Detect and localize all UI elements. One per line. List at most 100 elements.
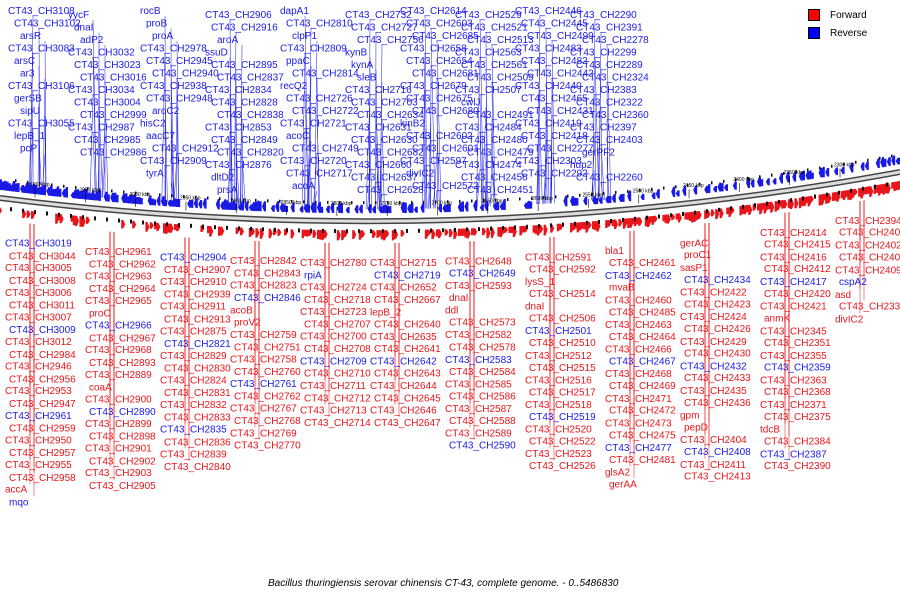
- reverse-gene-label: CT43_CH2637: [351, 173, 418, 184]
- forward-gene-label: CT43_CH2463: [605, 320, 672, 331]
- reverse-feature: [820, 166, 825, 178]
- reverse-feature: [303, 204, 308, 213]
- reverse-feature: [779, 173, 783, 184]
- feature-mark: [579, 193, 581, 197]
- reverse-feature: [215, 199, 220, 210]
- reverse-feature: [886, 157, 891, 167]
- forward-feature: [431, 229, 436, 240]
- reverse-feature: [834, 167, 838, 176]
- reverse-gene-label: proB: [146, 19, 167, 30]
- forward-feature: [611, 219, 616, 227]
- forward-gene-label: CT43_CH2514: [529, 289, 596, 300]
- forward-gene-label: CT43_CH2824: [160, 376, 227, 387]
- forward-feature: [719, 208, 724, 219]
- forward-gene-label: CT43_CH2724: [300, 283, 367, 294]
- forward-feature: [343, 230, 348, 238]
- forward-gene-label: CT43_CH2477: [605, 443, 672, 454]
- feature-mark: [555, 195, 557, 199]
- feature-mark: [843, 162, 845, 166]
- forward-gene-label: CT43_CH2961: [85, 247, 152, 258]
- reverse-feature: [330, 202, 335, 214]
- reverse-feature: [682, 185, 687, 196]
- reverse-connector: [430, 28, 436, 209]
- forward-gene-label: CT43_CH2707: [304, 319, 371, 330]
- forward-gene-label: CT43_CH2589: [445, 429, 512, 440]
- forward-feature: [400, 229, 405, 237]
- forward-gene-label: CT43_CH2384: [764, 436, 831, 447]
- reverse-feature: [336, 203, 341, 214]
- reverse-feature: [400, 202, 405, 213]
- forward-gene-label: anmK: [764, 313, 790, 324]
- forward-feature: [277, 228, 282, 236]
- reverse-connector: [606, 119, 609, 200]
- reverse-gene-label: CT43_CH2679: [400, 81, 467, 92]
- forward-feature: [376, 230, 381, 238]
- forward-gene-label: CT43_CH2591: [525, 252, 592, 263]
- reverse-feature: [284, 205, 288, 213]
- reverse-feature: [306, 204, 310, 213]
- forward-gene-label: CT43_CH2345: [760, 326, 827, 337]
- reverse-gene-label: CT43_CH2446: [515, 6, 582, 17]
- forward-feature: [805, 196, 810, 203]
- forward-feature: [592, 221, 596, 230]
- forward-gene-label: CT43_CH2516: [525, 375, 592, 386]
- forward-gene-label: CT43_CH2405: [839, 252, 900, 263]
- forward-gene-label: CT43_CH2481: [609, 455, 676, 466]
- reverse-gene-label: CT43_CH2278: [582, 35, 649, 46]
- reverse-gene-label: CT43_CH2521: [461, 23, 528, 34]
- feature-mark: [346, 229, 348, 234]
- reverse-connector: [161, 53, 166, 203]
- forward-gene-label: CT43_CH2645: [374, 393, 441, 404]
- reverse-connector: [170, 178, 175, 203]
- reverse-gene-label: CT43_CH3004: [74, 98, 141, 109]
- feature-mark: [274, 227, 276, 232]
- reverse-gene-label: CT43_CH2634: [357, 110, 424, 121]
- backbone-inner: [0, 170, 900, 223]
- reverse-gene-label: CT43_CH2572: [412, 181, 479, 192]
- reverse-feature: [420, 203, 425, 213]
- forward-gene-label: CT43_CH2767: [230, 404, 297, 415]
- forward-gene-label: CT43_CH2715: [370, 258, 437, 269]
- reverse-gene-label: CT43_CH2482: [521, 56, 588, 67]
- forward-gene-label: CT43_CH2831: [164, 388, 231, 399]
- forward-gene-label: CT43_CH2957: [9, 448, 76, 459]
- reverse-feature: [849, 162, 854, 173]
- forward-gene-label: CT43_CH2839: [160, 449, 227, 460]
- reverse-feature: [785, 171, 790, 183]
- forward-gene-label: divIC2: [835, 315, 864, 326]
- legend-reverse-label: Reverse: [830, 27, 868, 39]
- reverse-gene-label: proA: [152, 31, 173, 42]
- reverse-feature: [198, 199, 203, 209]
- reverse-feature: [442, 204, 447, 213]
- forward-gene-label: CT43_CH2911: [160, 302, 226, 313]
- reverse-gene-label: prsA: [217, 185, 238, 196]
- reverse-gene-label: CT43_CH3023: [74, 60, 141, 71]
- reverse-gene-label: CT43_CH2916: [211, 23, 278, 34]
- forward-feature: [677, 213, 682, 223]
- kbp-label: 2800 kbp: [331, 201, 352, 207]
- forward-feature: [0, 207, 2, 215]
- reverse-gene-label: CT43_CH2716: [345, 85, 412, 96]
- forward-feature: [341, 230, 346, 241]
- feature-mark: [147, 192, 149, 196]
- feature-mark: [34, 210, 36, 215]
- reverse-feature: [526, 200, 530, 209]
- forward-gene-label: CT43_CH2950: [5, 435, 72, 446]
- feature-mark: [279, 199, 281, 203]
- reverse-connector: [229, 94, 232, 206]
- legend-forward-swatch: [808, 9, 820, 21]
- forward-feature: [543, 224, 548, 236]
- forward-feature: [132, 220, 137, 229]
- reverse-feature: [262, 201, 266, 212]
- kbp-label: 3000 kbp: [130, 192, 151, 198]
- reverse-gene-label: CT43_CH2465: [521, 94, 588, 105]
- reverse-connector: [543, 178, 547, 204]
- forward-gene-label: CT43_CH2961: [5, 411, 72, 422]
- forward-gene-label: sasP1: [680, 263, 708, 274]
- forward-gene-label: CT43_CH2436: [684, 398, 751, 409]
- reverse-connector: [164, 128, 166, 203]
- reverse-connector: [176, 40, 179, 204]
- reverse-connector: [89, 94, 94, 197]
- forward-feature: [86, 216, 90, 224]
- forward-feature: [145, 221, 150, 232]
